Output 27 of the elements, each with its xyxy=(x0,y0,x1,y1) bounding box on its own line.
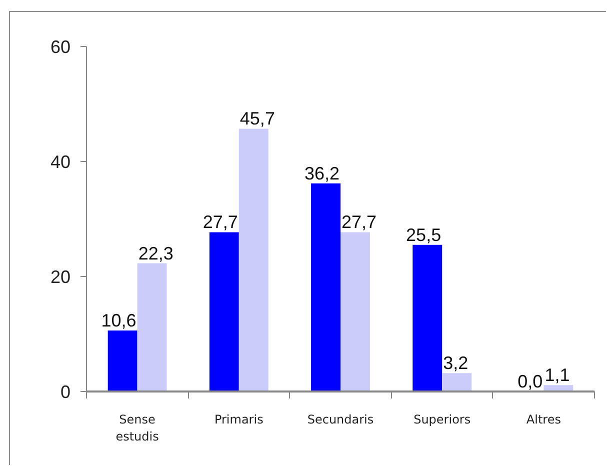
bar xyxy=(412,244,442,392)
data-label: 45,7 xyxy=(240,108,275,129)
data-label: 0,0 xyxy=(518,372,543,392)
y-tick-label: 20 xyxy=(50,267,71,287)
x-tick-label: Primaris xyxy=(214,412,264,426)
data-label: 1,1 xyxy=(544,365,570,386)
data-label: 10,6 xyxy=(101,310,136,331)
bar xyxy=(209,232,239,392)
y-tick-label: 60 xyxy=(50,37,71,57)
data-label: 36,2 xyxy=(304,163,340,184)
y-tick-label: 0 xyxy=(60,382,71,402)
data-label: 27,7 xyxy=(202,212,238,232)
x-tick-label: Altres xyxy=(526,412,561,426)
bar xyxy=(311,183,340,392)
bar xyxy=(442,373,472,392)
data-label: 27,7 xyxy=(342,212,377,232)
data-label: 25,5 xyxy=(406,224,442,245)
bar xyxy=(238,128,268,392)
y-tick-label: 40 xyxy=(50,152,71,172)
x-tick-label: Secundaris xyxy=(307,412,374,426)
data-label: 22,3 xyxy=(138,243,174,264)
bar xyxy=(340,232,370,392)
bar xyxy=(137,263,167,392)
data-label: 3,2 xyxy=(443,353,468,374)
bar xyxy=(108,330,138,392)
x-tick-label: Superiors xyxy=(414,412,471,426)
x-tick-label: Sense estudis xyxy=(116,412,159,444)
